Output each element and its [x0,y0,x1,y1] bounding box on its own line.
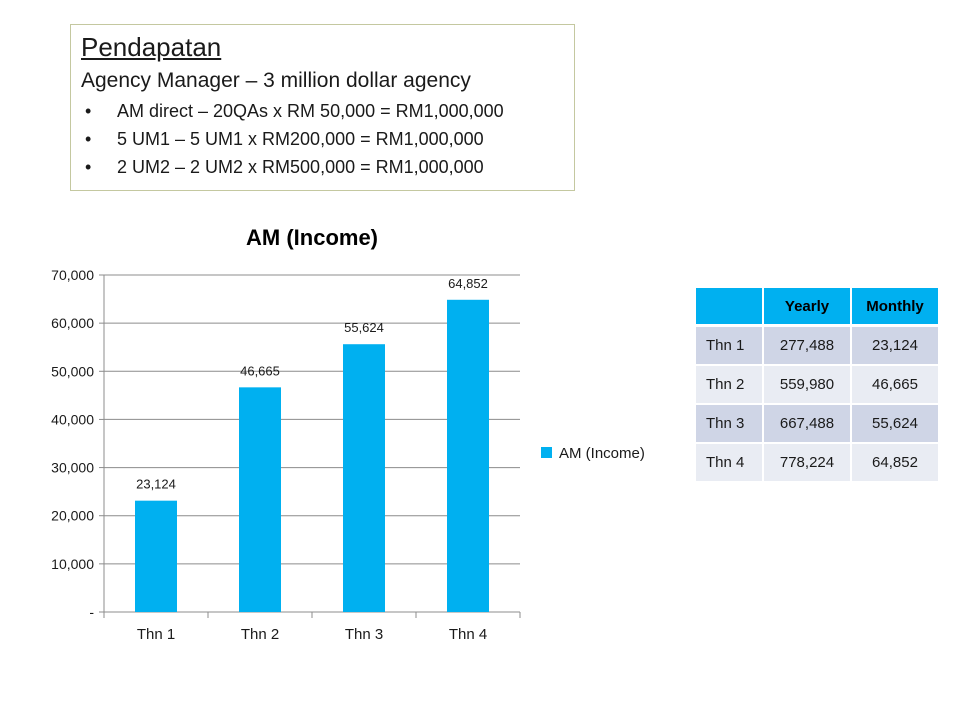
table-header-cell [696,288,764,327]
income-table: Yearly Monthly Thn 1 277,488 23,124 Thn … [696,288,940,483]
bullet-item: • AM direct – 20QAs x RM 50,000 = RM1,000… [81,97,564,125]
bullet-item: • 2 UM2 – 2 UM2 x RM500,000 = RM1,000,000 [81,153,564,181]
bullet-icon: • [85,157,92,177]
table-cell: 778,224 [764,444,852,483]
bar [447,299,489,612]
table-row: Thn 2 559,980 46,665 [696,366,940,405]
table-row: Thn 1 277,488 23,124 [696,327,940,366]
table-cell: 559,980 [764,366,852,405]
y-tick-label: 60,000 [51,315,94,331]
x-tick-label: Thn 1 [137,626,175,643]
chart-title: AM (Income) [246,225,378,250]
table-cell: 46,665 [852,366,940,405]
table-header-cell: Yearly [764,288,852,327]
table-cell: 64,852 [852,444,940,483]
bullet-text: 5 UM1 – 5 UM1 x RM200,000 = RM1,000,000 [117,129,484,149]
x-tick-label: Thn 2 [241,626,279,643]
table-row: Thn 4 778,224 64,852 [696,444,940,483]
legend-label: AM (Income) [559,445,645,462]
table-cell: 55,624 [852,405,940,444]
y-tick-label: 40,000 [51,411,94,427]
data-label: 55,624 [344,320,384,335]
table-cell: 277,488 [764,327,852,366]
income-bar-chart: AM (Income) - 10,000 20,000 30,000 40,000 50,0… [51,225,645,643]
textbox-title: Pendapatan [81,32,222,62]
bullet-icon: • [85,129,92,149]
table-cell: 667,488 [764,405,852,444]
data-label: 23,124 [136,477,176,492]
x-tick-label: Thn 4 [449,626,487,643]
table-cell: Thn 3 [696,405,764,444]
bar [135,500,177,612]
legend-swatch [541,447,552,458]
table-cell: 23,124 [852,327,940,366]
y-tick-label: 10,000 [51,556,94,572]
bar [343,344,385,612]
bullet-text: 2 UM2 – 2 UM2 x RM500,000 = RM1,000,000 [117,157,484,177]
bullet-list: • AM direct – 20QAs x RM 50,000 = RM1,000… [81,97,564,181]
y-tick-label: 30,000 [51,460,94,476]
textbox-subtitle: Agency Manager – 3 million dollar agency [81,69,471,92]
y-tick-label: - [89,604,94,620]
table-header-cell: Monthly [852,288,940,327]
bullet-icon: • [85,101,92,121]
table-cell: Thn 4 [696,444,764,483]
bullet-text: AM direct – 20QAs x RM 50,000 = RM1,000,… [117,101,504,121]
x-tick-label: Thn 3 [345,626,383,643]
table-cell: Thn 1 [696,327,764,366]
summary-textbox: Pendapatan Agency Manager – 3 million do… [70,24,575,191]
table-cell: Thn 2 [696,366,764,405]
table-row: Thn 3 667,488 55,624 [696,405,940,444]
data-label: 46,665 [240,363,280,378]
bar [239,387,281,612]
y-tick-label: 50,000 [51,363,94,379]
table-header-row: Yearly Monthly [696,288,940,327]
data-label: 64,852 [448,276,488,291]
y-tick-label: 70,000 [51,267,94,283]
bullet-item: • 5 UM1 – 5 UM1 x RM200,000 = RM1,000,000 [81,125,564,153]
y-tick-label: 20,000 [51,508,94,524]
